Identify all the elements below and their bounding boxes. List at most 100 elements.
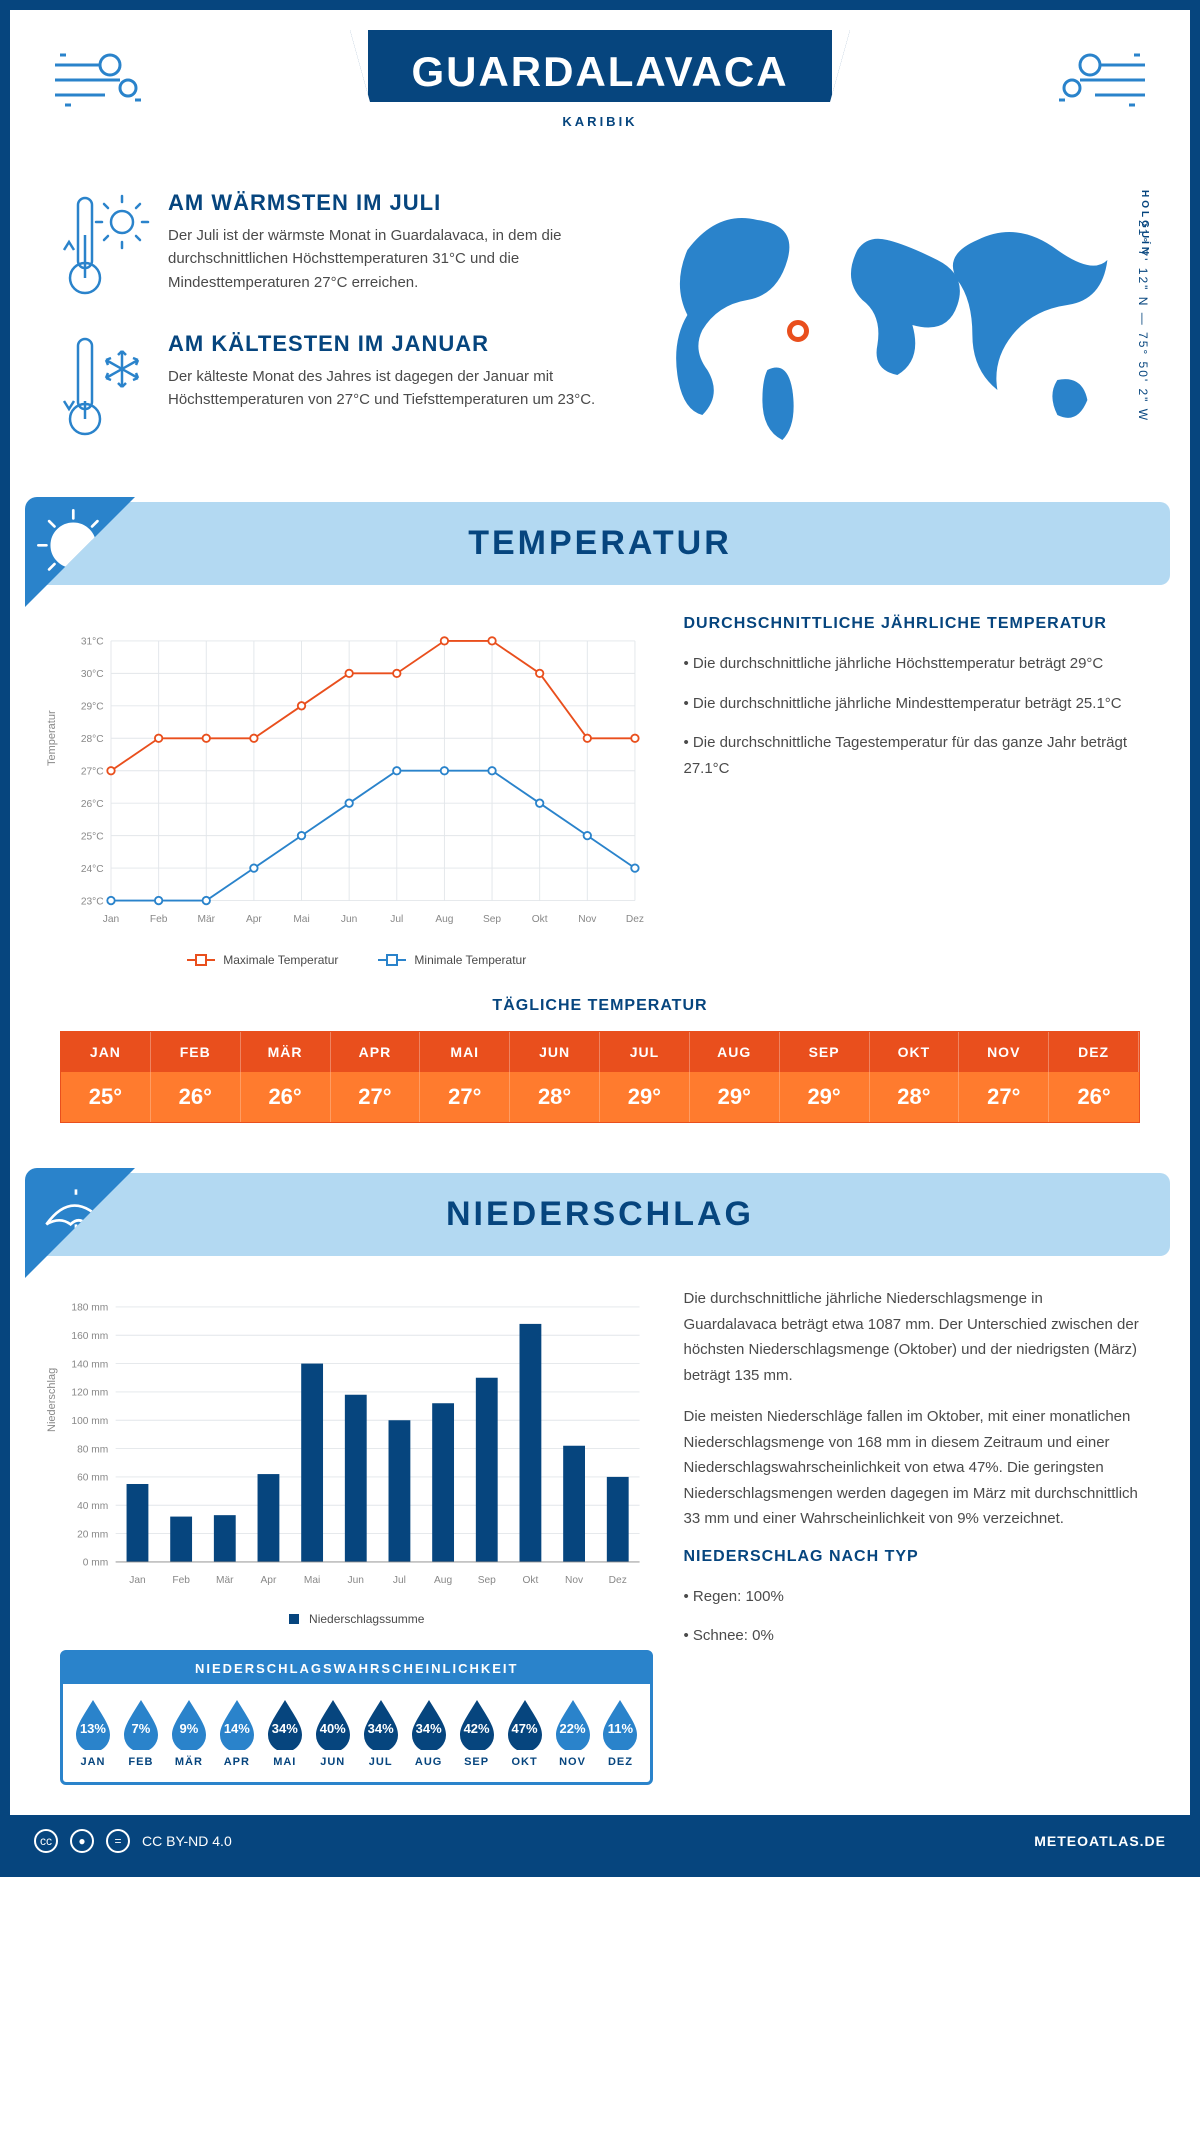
subtitle: KARIBIK bbox=[30, 114, 1170, 129]
daily-temp-table: JANFEBMÄRAPRMAIJUNJULAUGSEPOKTNOVDEZ25°2… bbox=[60, 1031, 1140, 1123]
license-text: CC BY-ND 4.0 bbox=[142, 1833, 232, 1849]
daily-month-header: MÄR bbox=[241, 1032, 331, 1072]
daily-month-header: JUL bbox=[600, 1032, 690, 1072]
header: GUARDALAVACA KARIBIK bbox=[30, 30, 1170, 160]
svg-text:30°C: 30°C bbox=[81, 669, 104, 680]
svg-text:24°C: 24°C bbox=[81, 864, 104, 875]
precipitation-legend: Niederschlagssumme bbox=[60, 1612, 653, 1626]
footer-site: METEOATLAS.DE bbox=[1034, 1833, 1166, 1849]
map-col: HOLGUÍN 21° 7' 12" N — 75° 50' 2" W bbox=[635, 190, 1140, 472]
probability-drop: 47%OKT bbox=[501, 1698, 549, 1768]
svg-text:Apr: Apr bbox=[246, 914, 262, 925]
svg-text:140 mm: 140 mm bbox=[71, 1359, 108, 1370]
svg-text:23°C: 23°C bbox=[81, 896, 104, 907]
svg-text:Feb: Feb bbox=[150, 914, 168, 925]
wind-icon bbox=[1050, 40, 1150, 120]
daily-temp-value: 28° bbox=[510, 1072, 600, 1122]
legend-min: .legend-item:nth-child(2) .legend-swatch… bbox=[378, 953, 526, 967]
daily-temp-value: 26° bbox=[1049, 1072, 1139, 1122]
footer: cc ● = CC BY-ND 4.0 METEOATLAS.DE bbox=[10, 1815, 1190, 1867]
daily-temp-value: 29° bbox=[780, 1072, 870, 1122]
daily-temp-value: 28° bbox=[870, 1072, 960, 1122]
svg-text:20 mm: 20 mm bbox=[77, 1529, 108, 1540]
daily-month-header: OKT bbox=[870, 1032, 960, 1072]
svg-text:Sep: Sep bbox=[483, 914, 501, 925]
svg-text:29°C: 29°C bbox=[81, 702, 104, 713]
summary-row: AM WÄRMSTEN IM JULI Der Juli ist der wär… bbox=[30, 190, 1170, 472]
summary-text-col: AM WÄRMSTEN IM JULI Der Juli ist der wär… bbox=[60, 190, 615, 472]
probability-drops: 13%JAN7%FEB9%MÄR14%APR34%MAI40%JUN34%JUL… bbox=[63, 1698, 650, 1768]
legend-square-icon bbox=[289, 1614, 299, 1624]
daily-temp-value: 26° bbox=[151, 1072, 241, 1122]
daily-temp-value: 25° bbox=[61, 1072, 151, 1122]
probability-drop: 9%MÄR bbox=[165, 1698, 213, 1768]
svg-text:26°C: 26°C bbox=[81, 799, 104, 810]
svg-text:Dez: Dez bbox=[609, 1575, 627, 1586]
svg-text:100 mm: 100 mm bbox=[71, 1416, 108, 1427]
temp-side-title: DURCHSCHNITTLICHE JÄHRLICHE TEMPERATUR bbox=[683, 615, 1140, 633]
coldest-block: AM KÄLTESTEN IM JANUAR Der kälteste Mona… bbox=[60, 331, 615, 446]
warmest-text: Der Juli ist der wärmste Monat in Guarda… bbox=[168, 224, 615, 294]
warmest-title: AM WÄRMSTEN IM JULI bbox=[168, 190, 615, 216]
infographic-page: GUARDALAVACA KARIBIK AM WÄRMSTEN IM JULI… bbox=[0, 0, 1200, 1877]
svg-text:Jul: Jul bbox=[393, 1575, 406, 1586]
svg-text:60 mm: 60 mm bbox=[77, 1473, 108, 1484]
svg-text:Mär: Mär bbox=[216, 1575, 234, 1586]
svg-text:31°C: 31°C bbox=[81, 637, 104, 648]
daily-temp-title: TÄGLICHE TEMPERATUR bbox=[30, 997, 1170, 1015]
svg-text:Okt: Okt bbox=[532, 914, 548, 925]
svg-text:Jan: Jan bbox=[103, 914, 119, 925]
svg-text:0 mm: 0 mm bbox=[83, 1558, 108, 1569]
precip-paragraph-2: Die meisten Niederschläge fallen im Okto… bbox=[683, 1404, 1140, 1532]
precip-by-type-title: NIEDERSCHLAG NACH TYP bbox=[683, 1548, 1140, 1566]
daily-temp-value: 26° bbox=[241, 1072, 331, 1122]
svg-text:Mai: Mai bbox=[304, 1575, 320, 1586]
world-map bbox=[635, 190, 1140, 450]
daily-month-header: FEB bbox=[151, 1032, 241, 1072]
precipitation-chart-row: Niederschlag 0 mm20 mm40 mm60 mm80 mm100… bbox=[30, 1286, 1170, 1785]
nd-icon: = bbox=[106, 1829, 130, 1853]
svg-text:120 mm: 120 mm bbox=[71, 1388, 108, 1399]
daily-month-header: JAN bbox=[61, 1032, 151, 1072]
svg-text:Aug: Aug bbox=[435, 914, 453, 925]
svg-text:Sep: Sep bbox=[478, 1575, 496, 1586]
daily-month-header: DEZ bbox=[1049, 1032, 1139, 1072]
probability-drop: 7%FEB bbox=[117, 1698, 165, 1768]
svg-text:Jul: Jul bbox=[390, 914, 403, 925]
temperature-chart-col: Temperatur 23°C24°C25°C26°C27°C28°C29°C3… bbox=[60, 615, 653, 967]
legend-min-label: Minimale Temperatur bbox=[414, 953, 526, 967]
daily-month-header: AUG bbox=[690, 1032, 780, 1072]
precipitation-chart-col: Niederschlag 0 mm20 mm40 mm60 mm80 mm100… bbox=[60, 1286, 653, 1785]
svg-text:180 mm: 180 mm bbox=[71, 1303, 108, 1314]
daily-month-header: JUN bbox=[510, 1032, 600, 1072]
probability-title: NIEDERSCHLAGSWAHRSCHEINLICHKEIT bbox=[63, 1653, 650, 1684]
thermometer-cold-icon bbox=[60, 331, 150, 446]
svg-text:Apr: Apr bbox=[261, 1575, 277, 1586]
svg-text:25°C: 25°C bbox=[81, 831, 104, 842]
warmest-block: AM WÄRMSTEN IM JULI Der Juli ist der wär… bbox=[60, 190, 615, 305]
probability-drop: 42%SEP bbox=[453, 1698, 501, 1768]
temperature-side: DURCHSCHNITTLICHE JÄHRLICHE TEMPERATUR •… bbox=[683, 615, 1140, 967]
daily-temp-value: 27° bbox=[420, 1072, 510, 1122]
precipitation-title: NIEDERSCHLAG bbox=[30, 1195, 1170, 1234]
probability-drop: 40%JUN bbox=[309, 1698, 357, 1768]
daily-temp-value: 29° bbox=[600, 1072, 690, 1122]
svg-text:Aug: Aug bbox=[434, 1575, 452, 1586]
svg-text:Jun: Jun bbox=[341, 914, 357, 925]
temperature-chart-row: Temperatur 23°C24°C25°C26°C27°C28°C29°C3… bbox=[30, 615, 1170, 967]
svg-text:Jan: Jan bbox=[129, 1575, 145, 1586]
daily-temp-value: 29° bbox=[690, 1072, 780, 1122]
thermometer-hot-icon bbox=[60, 190, 150, 305]
map-marker-icon bbox=[787, 320, 809, 342]
svg-text:27°C: 27°C bbox=[81, 766, 104, 777]
svg-text:80 mm: 80 mm bbox=[77, 1444, 108, 1455]
probability-drop: 11%DEZ bbox=[596, 1698, 644, 1768]
precip-legend-label: Niederschlagssumme bbox=[309, 1612, 424, 1626]
coldest-title: AM KÄLTESTEN IM JANUAR bbox=[168, 331, 615, 357]
temperature-section-header: TEMPERATUR bbox=[30, 502, 1170, 585]
precipitation-section-header: NIEDERSCHLAG bbox=[30, 1173, 1170, 1256]
cc-icon: cc bbox=[34, 1829, 58, 1853]
daily-month-header: MAI bbox=[420, 1032, 510, 1072]
precipitation-bar-chart: Niederschlag 0 mm20 mm40 mm60 mm80 mm100… bbox=[60, 1286, 653, 1606]
page-title: GUARDALAVACA bbox=[368, 48, 832, 96]
